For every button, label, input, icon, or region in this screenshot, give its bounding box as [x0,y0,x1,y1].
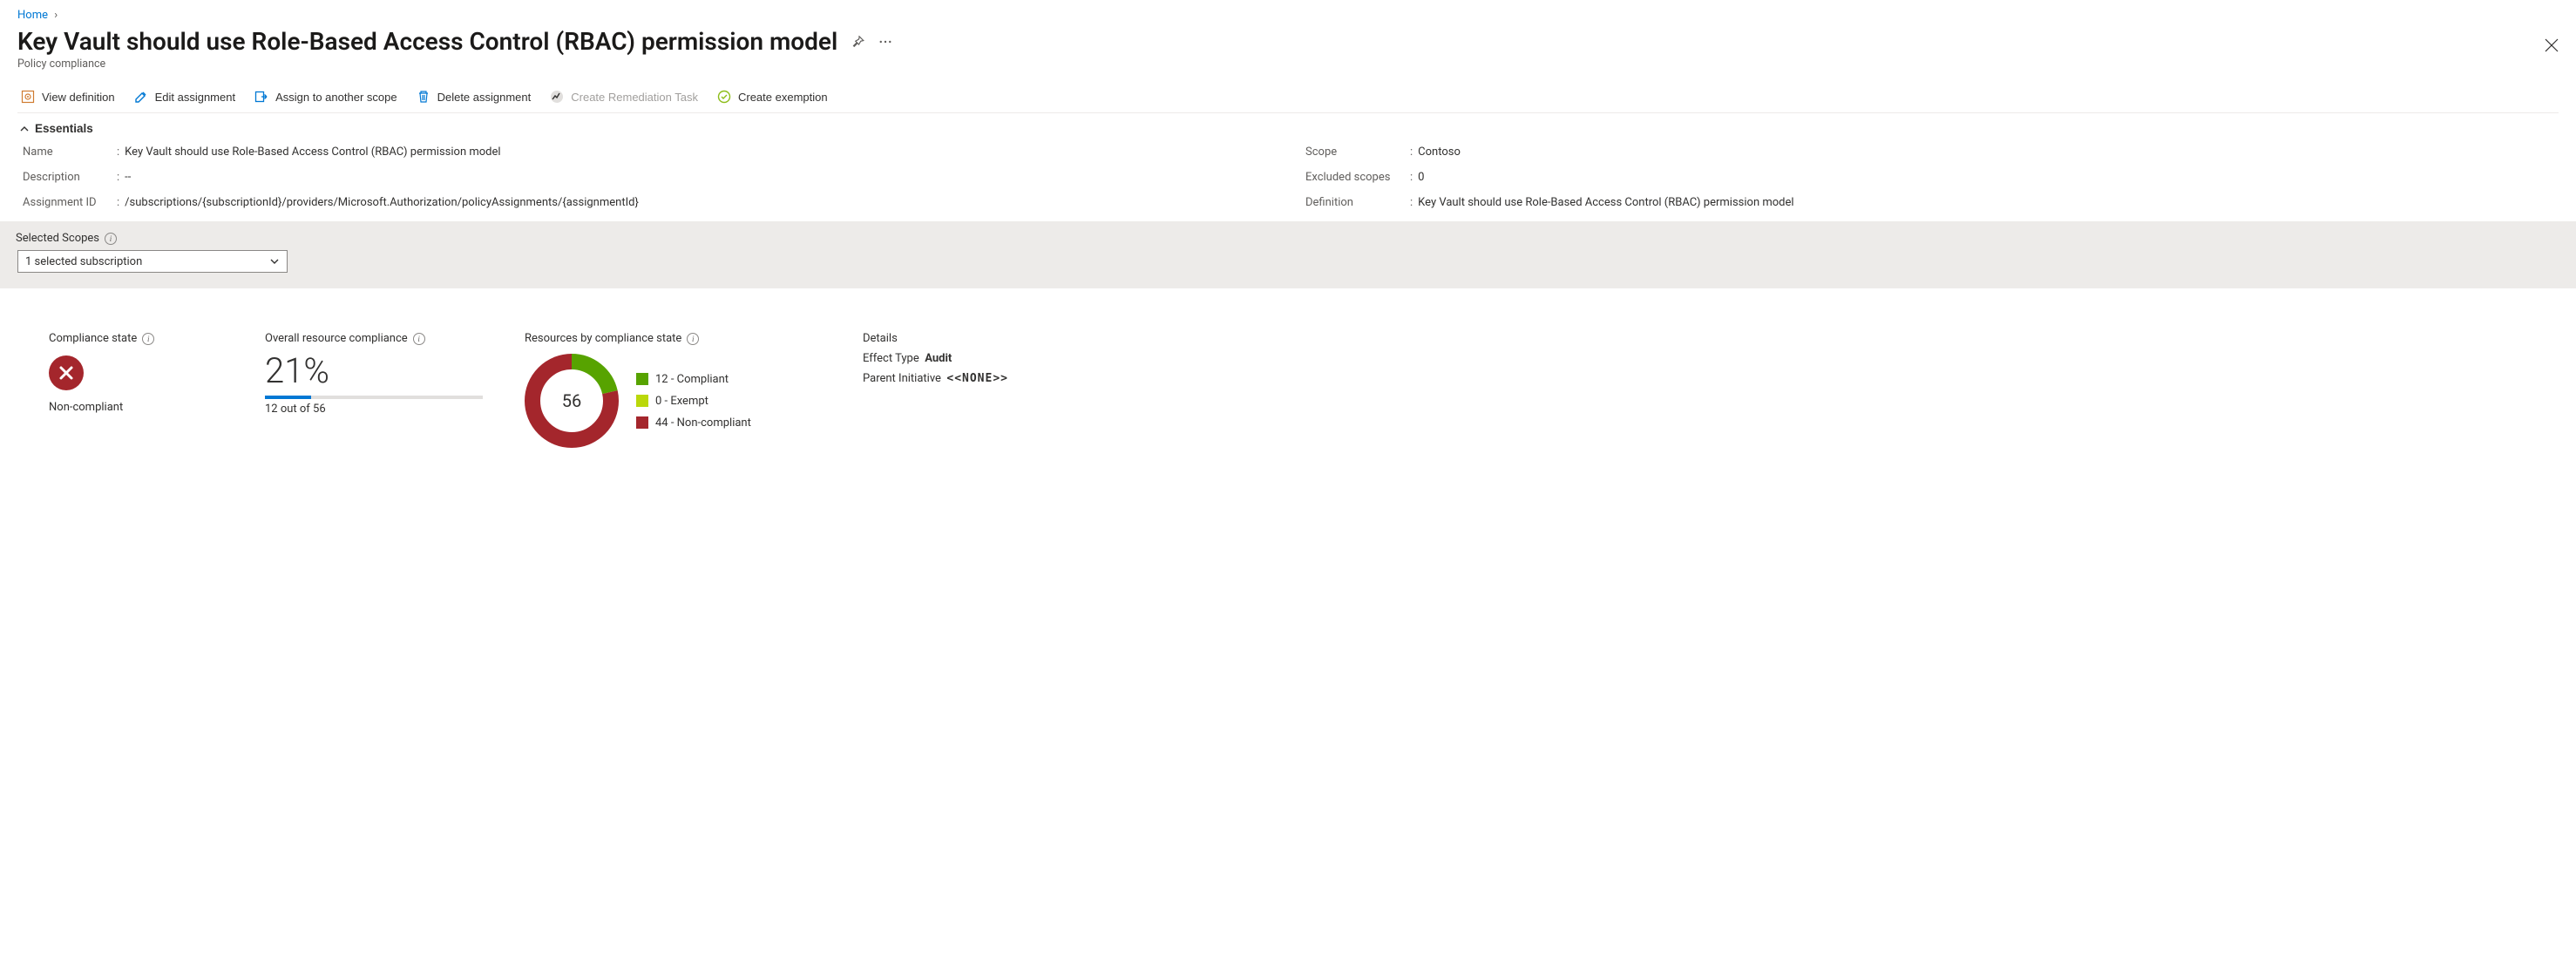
legend-swatch [636,373,648,385]
overall-compliance-sub: 12 out of 56 [265,403,483,416]
pencil-icon [134,90,148,104]
scope-label: Scope [1305,146,1410,159]
assign-scope-button[interactable]: Assign to another scope [254,90,397,104]
legend-item: 0 - Exempt [636,395,751,408]
legend-label: 44 - Non-compliant [655,416,751,430]
info-icon[interactable]: i [105,233,117,245]
page-title: Key Vault should use Role-Based Access C… [17,27,837,56]
essentials-header-label: Essentials [35,122,93,135]
name-value: Key Vault should use Role-Based Access C… [125,146,500,159]
resources-by-state-tile: Resources by compliance state i 56 12 - … [525,332,821,448]
overall-compliance-bar [265,396,483,399]
essentials-toggle[interactable]: Essentials [19,122,93,135]
chevron-up-icon [19,124,30,134]
effect-type-value: Audit [925,352,952,365]
legend-swatch [636,416,648,429]
exemption-icon [717,90,731,104]
donut-chart: 56 [525,354,619,448]
assignment-id-value: /subscriptions/{subscriptionId}/provider… [125,196,639,209]
page-subtitle: Policy compliance [17,58,2559,71]
scope-value: Contoso [1418,146,1461,159]
definition-label: Definition [1305,196,1410,209]
view-definition-button[interactable]: View definition [21,90,115,104]
info-icon[interactable]: i [413,333,425,345]
info-icon[interactable]: i [687,333,699,345]
assign-scope-label: Assign to another scope [275,91,397,104]
breadcrumb: Home › [17,5,2559,24]
excluded-scopes-value: 0 [1418,171,1424,184]
essentials-panel: Name : Key Vault should use Role-Based A… [17,142,2559,221]
selected-scopes-label: Selected Scopes [16,232,99,245]
compliance-state-tile: Compliance state i Non-compliant [49,332,223,414]
description-label: Description [23,171,117,184]
view-definition-label: View definition [42,91,115,104]
close-icon[interactable] [2545,38,2559,56]
scope-select[interactable]: 1 selected subscription [17,250,288,273]
chevron-down-icon [269,256,280,267]
noncompliant-badge-icon [49,355,84,390]
create-remediation-label: Create Remediation Task [571,91,698,104]
legend-item: 12 - Compliant [636,373,751,386]
excluded-scopes-label: Excluded scopes [1305,171,1410,184]
selected-scopes-bar: Selected Scopes i 1 selected subscriptio… [0,221,2576,288]
compliance-state-value: Non-compliant [49,401,223,414]
parent-initiative-value: <<NONE>> [946,372,1008,385]
create-exemption-label: Create exemption [738,91,828,104]
description-value: -- [125,171,131,184]
donut-center-value: 56 [525,354,619,448]
toolbar: View definition Edit assignment Assign t… [17,81,2559,113]
remediation-icon [550,90,564,104]
info-icon[interactable]: i [142,333,154,345]
parent-initiative-label: Parent Initiative [863,372,941,385]
overall-compliance-tile: Overall resource compliance i 21% 12 out… [265,332,483,416]
assignment-id-label: Assignment ID [23,196,117,209]
breadcrumb-home[interactable]: Home [17,9,48,22]
definition-value: Key Vault should use Role-Based Access C… [1418,196,1793,209]
legend-label: 0 - Exempt [655,395,708,408]
create-remediation-button: Create Remediation Task [550,90,698,104]
assign-scope-icon [254,90,268,104]
create-exemption-button[interactable]: Create exemption [717,90,828,104]
scope-select-value: 1 selected subscription [25,255,142,268]
legend-swatch [636,395,648,407]
details-title: Details [863,332,898,345]
delete-assignment-label: Delete assignment [437,91,532,104]
overall-compliance-title: Overall resource compliance [265,332,408,345]
more-icon[interactable] [878,34,893,50]
edit-assignment-label: Edit assignment [155,91,236,104]
donut-legend: 12 - Compliant 0 - Exempt 44 - Non-complia… [636,373,751,430]
compliance-state-title: Compliance state [49,332,137,345]
view-definition-icon [21,90,35,104]
edit-assignment-button[interactable]: Edit assignment [134,90,236,104]
overall-compliance-percent: 21% [265,354,483,389]
resources-by-state-title: Resources by compliance state [525,332,681,345]
details-tile: Details Effect Type Audit Parent Initiat… [863,332,1037,385]
pin-icon[interactable] [850,34,865,50]
effect-type-label: Effect Type [863,352,919,365]
trash-icon [417,90,430,104]
breadcrumb-separator: › [51,9,61,22]
legend-label: 12 - Compliant [655,373,729,386]
delete-assignment-button[interactable]: Delete assignment [417,90,532,104]
name-label: Name [23,146,117,159]
legend-item: 44 - Non-compliant [636,416,751,430]
